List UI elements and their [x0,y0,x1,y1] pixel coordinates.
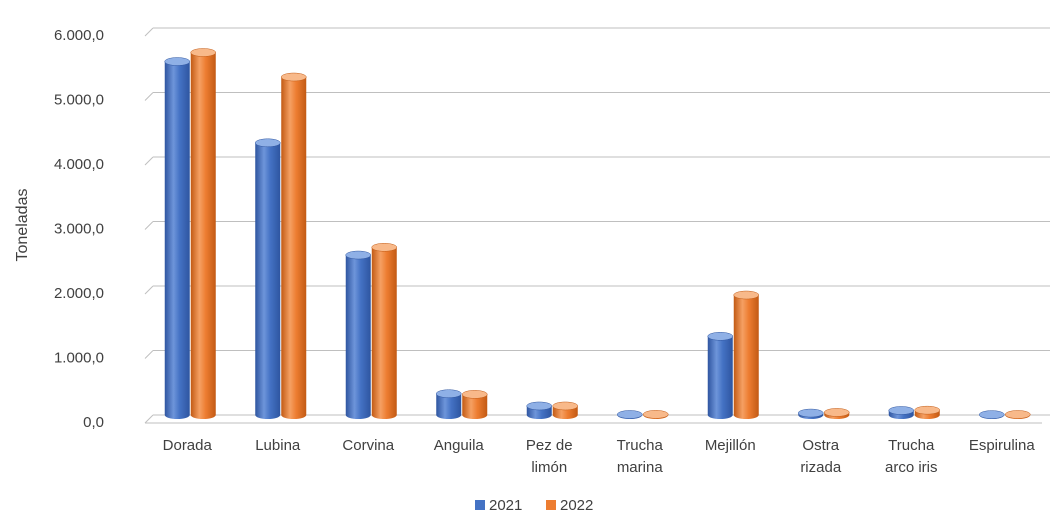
x-category-label-line: limón [531,459,567,476]
gridline-slant [144,221,154,230]
x-category-label: Mejillón [705,437,756,454]
bar-2022-8[interactable] [914,405,940,419]
gridline-slant [144,156,154,166]
x-category-label-line: rizada [800,459,842,476]
bar-cap [281,72,307,82]
bar-cap [733,290,759,300]
bar-cap [643,410,669,419]
legend-swatch-2022 [546,500,556,510]
y-tick-label: 5.000,0 [54,92,104,109]
y-tick-label: 0,0 [83,414,104,431]
x-category-label: Ostra rizada [800,437,842,476]
bar-2021-3[interactable] [436,389,462,419]
bar-body [707,336,733,419]
x-category-label: Lubina [255,437,301,454]
bar-cap [526,401,552,411]
bar-2021-2[interactable] [345,250,371,419]
bar-cap [371,243,397,252]
bar-cap [345,250,371,260]
bar-2021-8[interactable] [888,406,914,419]
bar-cap [190,48,216,57]
bar-2021-4[interactable] [526,401,552,419]
x-category-label-line: Anguila [434,437,485,454]
x-category-label-line: Espirulina [969,437,1036,454]
y-tick-label: 1.000,0 [54,350,104,367]
bar-cap [462,390,488,399]
bar-cap [888,406,914,415]
bar-cap [436,389,462,398]
x-category-label: Espirulina [969,437,1036,454]
x-category-label-line: marina [617,459,664,476]
bar-body [462,394,488,419]
bar-2022-7[interactable] [824,408,850,419]
x-category-label-line: Trucha [888,437,935,454]
y-tick-label: 6.000,0 [54,27,104,44]
x-category-label-line: Trucha [617,437,664,454]
bar-cap [164,57,190,66]
bar-body [255,142,281,419]
bar-body [190,52,216,419]
x-category-label: Trucha marina [617,437,664,476]
gridline-slant [144,285,154,295]
legend-label-2021: 2021 [489,497,522,514]
gridline-slant [144,350,154,359]
bar-body [345,255,371,419]
bar-body [281,77,307,420]
bar-cap [255,138,281,148]
bar-2021-1[interactable] [255,138,281,419]
x-category-label-line: Ostra [802,437,839,454]
bar-cap [617,410,643,419]
x-category-label-line: Corvina [342,437,394,454]
gridline-slant [144,414,154,424]
x-category-label-line: Lubina [255,437,301,454]
y-tick-label: 2.000,0 [54,285,104,302]
x-category-label-line: Mejillón [705,437,756,454]
x-category-label-line: Pez de [526,437,573,454]
bar-2022-4[interactable] [552,401,578,419]
legend-swatch-2021 [475,500,485,510]
bar-2022-0[interactable] [190,48,216,419]
x-category-label: Anguila [434,437,485,454]
bar-2021-6[interactable] [707,332,733,419]
y-tick-label: 4.000,0 [54,156,104,173]
bar-body [733,295,759,419]
legend-label-2022: 2022 [560,497,593,514]
bar-cap [552,401,578,411]
gridline-slant [144,92,154,101]
bar-2022-1[interactable] [281,72,307,420]
bar-cap [914,405,940,415]
bar-2022-9[interactable] [1005,410,1031,419]
x-category-label-line: arco iris [885,459,938,476]
bar-body [436,393,462,419]
bar-2022-5[interactable] [643,410,669,419]
bar-2021-5[interactable] [617,410,643,419]
bar-body [164,61,190,419]
bar-2022-3[interactable] [462,390,488,419]
bar-cap [798,408,824,418]
gridline-slant [144,27,154,37]
x-category-label: Corvina [342,437,394,454]
x-category-label: Trucha arco iris [885,437,938,476]
bar-cap [824,408,850,417]
y-tick-label: 3.000,0 [54,221,104,238]
bar-2021-7[interactable] [798,408,824,419]
x-category-label: Pez de limón [526,437,573,476]
bar-2022-2[interactable] [371,243,397,419]
bar-2021-0[interactable] [164,57,190,419]
bar-cap [707,332,733,341]
y-axis-title: Toneladas [14,189,31,262]
bar-cap [979,410,1005,419]
bar-2021-9[interactable] [979,410,1005,419]
bar-body [371,247,397,419]
x-category-label-line: Dorada [163,437,213,454]
bar-2022-6[interactable] [733,290,759,419]
bar-cap [1005,410,1031,419]
x-category-label: Dorada [163,437,213,454]
